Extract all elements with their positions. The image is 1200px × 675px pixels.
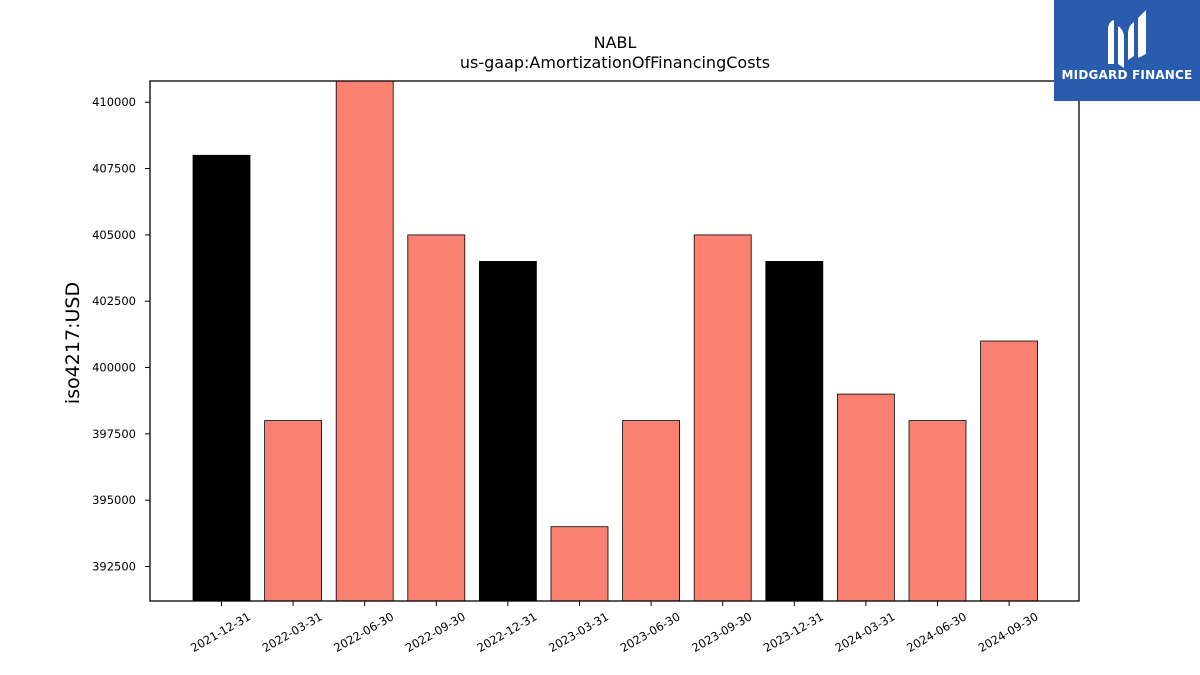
plot-frame	[149, 80, 1080, 602]
y-tick-label: 392500	[92, 560, 136, 574]
x-tick-label: 2021-12-31	[188, 609, 253, 655]
bar-2023-12-31	[765, 260, 824, 602]
y-tick-label: 402500	[92, 294, 136, 308]
bar-2022-09-30	[407, 234, 466, 602]
y-axis-ticks: 392500 395000 397500 400000 402500 405000 4075…	[92, 95, 150, 574]
bar-2022-03-31	[264, 420, 323, 602]
bar-2023-03-31	[550, 526, 609, 602]
x-tick-label: 2024-03-31	[833, 609, 898, 655]
bars-group	[192, 80, 1038, 602]
bar-2023-06-30	[622, 420, 680, 602]
bar-2024-09-30	[980, 340, 1038, 602]
brand-name: MIDGARD FINANCE	[1061, 68, 1193, 82]
y-tick-label: 407500	[92, 162, 136, 176]
x-tick-label: 2023-09-30	[689, 609, 754, 655]
y-tick-label: 395000	[92, 493, 136, 507]
bar-2023-09-30	[693, 234, 752, 602]
x-tick-label: 2024-06-30	[904, 609, 969, 655]
y-tick-label: 405000	[92, 228, 136, 242]
midgard-m-logo-icon	[1108, 10, 1146, 68]
bar-2022-12-31	[478, 260, 537, 602]
midgard-finance-logo: MIDGARD FINANCE	[1054, 0, 1200, 101]
bar-2021-12-31	[192, 154, 251, 602]
x-tick-label: 2022-12-31	[475, 609, 540, 655]
chart-subtitle: us-gaap:AmortizationOfFinancingCosts	[460, 53, 770, 72]
x-tick-label: 2022-03-31	[260, 609, 325, 655]
y-axis-label: iso4217:USD	[62, 282, 84, 404]
x-tick-label: 2023-03-31	[546, 609, 611, 655]
y-tick-label: 397500	[92, 427, 136, 441]
bar-2024-03-31	[837, 393, 895, 602]
x-tick-label: 2023-06-30	[618, 609, 683, 655]
y-tick-label: 400000	[92, 361, 136, 375]
y-tick-label: 410000	[92, 95, 136, 109]
x-tick-label: 2022-06-30	[331, 609, 396, 655]
bar-2024-06-30	[908, 420, 967, 602]
x-tick-label: 2022-09-30	[403, 609, 468, 655]
x-tick-label: 2023-12-31	[761, 609, 826, 655]
x-axis-ticks: 2021-12-31 2022-03-31 2022-06-30 2022-09-30…	[188, 601, 1041, 655]
chart-title: NABL	[594, 33, 637, 52]
bar-2022-06-30	[335, 80, 394, 602]
x-tick-label: 2024-09-30	[976, 609, 1041, 655]
